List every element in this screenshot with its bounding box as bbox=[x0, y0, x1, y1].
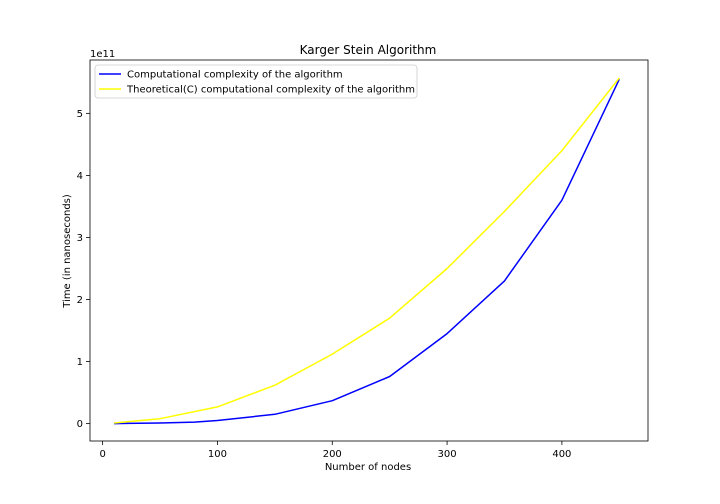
x-tick-label: 300 bbox=[438, 449, 457, 460]
x-tick-label: 0 bbox=[99, 449, 105, 460]
series-line-2 bbox=[114, 77, 620, 424]
y-axis-multiplier: 1e11 bbox=[90, 49, 115, 60]
y-tick-label: 3 bbox=[77, 233, 83, 244]
series-line-1 bbox=[114, 78, 620, 425]
legend-box bbox=[94, 64, 418, 99]
y-tick-label: 1 bbox=[77, 357, 83, 368]
y-tick-label: 5 bbox=[77, 109, 83, 120]
legend-label-2: Theoretical(C) computational complexity … bbox=[126, 85, 415, 96]
y-tick-label: 0 bbox=[77, 419, 83, 430]
x-axis-label: Number of nodes bbox=[325, 462, 411, 473]
plot-area: 0 100 200 300 400 0 1 2 3 4 5 bbox=[77, 59, 649, 460]
legend: Computational complexity of the algorith… bbox=[94, 64, 418, 99]
y-axis-label: Time (in nanoseconds) bbox=[62, 194, 73, 309]
y-tick-label: 2 bbox=[77, 295, 83, 306]
y-tick-label: 4 bbox=[77, 171, 83, 182]
axes-frame bbox=[89, 59, 649, 442]
x-tick-label: 100 bbox=[208, 449, 227, 460]
x-tick-label: 200 bbox=[323, 449, 342, 460]
legend-label-1: Computational complexity of the algorith… bbox=[127, 70, 343, 81]
x-tick-label: 400 bbox=[552, 449, 571, 460]
chart-title: Karger Stein Algorithm bbox=[300, 43, 437, 57]
